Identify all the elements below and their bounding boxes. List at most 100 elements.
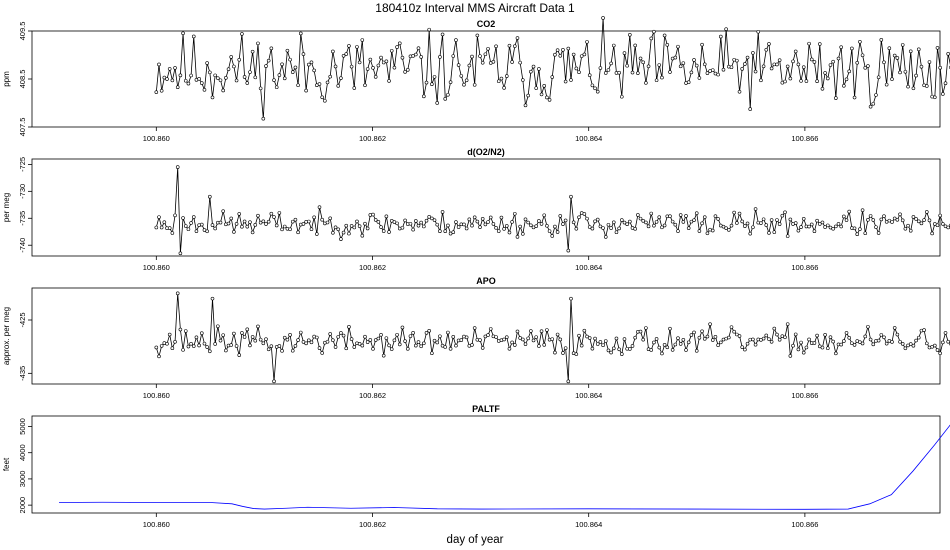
data-point: [694, 211, 699, 216]
data-point: [876, 338, 881, 343]
data-point: [569, 78, 573, 82]
data-point: [339, 331, 343, 335]
data-point: [681, 61, 686, 65]
data-point: [317, 346, 322, 350]
data-point: [716, 72, 720, 77]
data-point: [660, 75, 664, 80]
data-point: [411, 227, 415, 232]
data-point: [397, 342, 402, 347]
data-point: [392, 65, 397, 70]
data-point: [234, 222, 239, 226]
data-point: [874, 225, 878, 229]
data-point: [900, 342, 905, 346]
data-point: [234, 344, 239, 348]
data-point: [333, 225, 338, 230]
data-point: [181, 216, 185, 220]
data-point: [373, 218, 378, 222]
data-point: [665, 345, 670, 350]
data-point: [462, 82, 466, 87]
data-point: [229, 343, 234, 347]
data-point: [256, 324, 260, 329]
data-point: [866, 218, 870, 222]
data-point: [868, 104, 873, 109]
data-point: [644, 220, 648, 225]
data-point: [820, 220, 825, 225]
data-point: [502, 337, 506, 342]
y-tick-label: -725: [18, 157, 27, 172]
data-point: [571, 52, 576, 57]
data-point: [625, 63, 629, 68]
data-point: [799, 225, 803, 229]
data-point: [678, 213, 683, 217]
data-point: [823, 225, 827, 229]
data-point: [684, 348, 688, 352]
data-point: [727, 335, 731, 340]
data-point: [368, 338, 373, 342]
data-point: [440, 210, 445, 214]
data-point: [165, 77, 169, 81]
data-point: [729, 65, 734, 70]
data-point: [210, 296, 215, 301]
data-point: [397, 41, 402, 46]
data-point: [186, 81, 191, 86]
data-point: [414, 343, 418, 348]
data-point: [820, 345, 825, 350]
data-point: [785, 64, 790, 69]
data-point: [906, 84, 910, 89]
data-point: [483, 222, 488, 227]
data-point: [670, 348, 675, 352]
data-point: [941, 222, 945, 226]
data-point: [507, 43, 512, 48]
data-point: [245, 224, 250, 229]
data-point: [183, 224, 188, 228]
data-point: [312, 215, 316, 220]
data-point: [550, 75, 555, 79]
data-point: [499, 215, 504, 220]
data-point: [563, 346, 568, 350]
data-point: [274, 223, 279, 228]
data-point: [258, 86, 263, 91]
data-point: [924, 341, 929, 346]
x-tick-label: 100.864: [575, 134, 602, 143]
data-point: [205, 229, 209, 234]
data-point: [357, 342, 362, 346]
data-point: [895, 332, 900, 337]
data-point: [523, 103, 528, 108]
data-point: [692, 330, 696, 335]
data-point: [272, 215, 276, 219]
data-point: [173, 66, 177, 70]
data-point: [585, 216, 589, 221]
data-point: [414, 52, 418, 57]
data-point: [863, 231, 868, 236]
panel-frame: [31, 158, 941, 257]
data-point: [890, 220, 894, 224]
data-point: [240, 331, 244, 335]
data-point: [269, 344, 274, 348]
data-point: [753, 69, 758, 74]
data-point: [183, 329, 188, 333]
data-point: [253, 75, 258, 80]
data-point: [681, 338, 686, 342]
data-point: [213, 226, 217, 231]
data-point: [304, 341, 308, 346]
data-point: [603, 235, 608, 239]
data-point: [424, 80, 429, 85]
data-point: [510, 60, 514, 64]
data-point: [852, 343, 857, 347]
data-point: [537, 344, 541, 348]
data-point: [416, 223, 421, 228]
data-point: [710, 228, 715, 233]
data-point: [186, 227, 191, 232]
data-point: [282, 224, 287, 229]
data-point: [430, 351, 434, 356]
data-point: [809, 222, 814, 227]
data-point: [793, 332, 798, 337]
data-point: [924, 210, 929, 214]
data-point: [601, 343, 605, 348]
data-point: [593, 336, 597, 341]
data-point: [638, 329, 643, 334]
x-tick-label: 100.860: [143, 391, 170, 400]
y-tick-label: 407.5: [18, 118, 27, 137]
data-point: [777, 337, 782, 342]
data-point: [748, 107, 753, 111]
